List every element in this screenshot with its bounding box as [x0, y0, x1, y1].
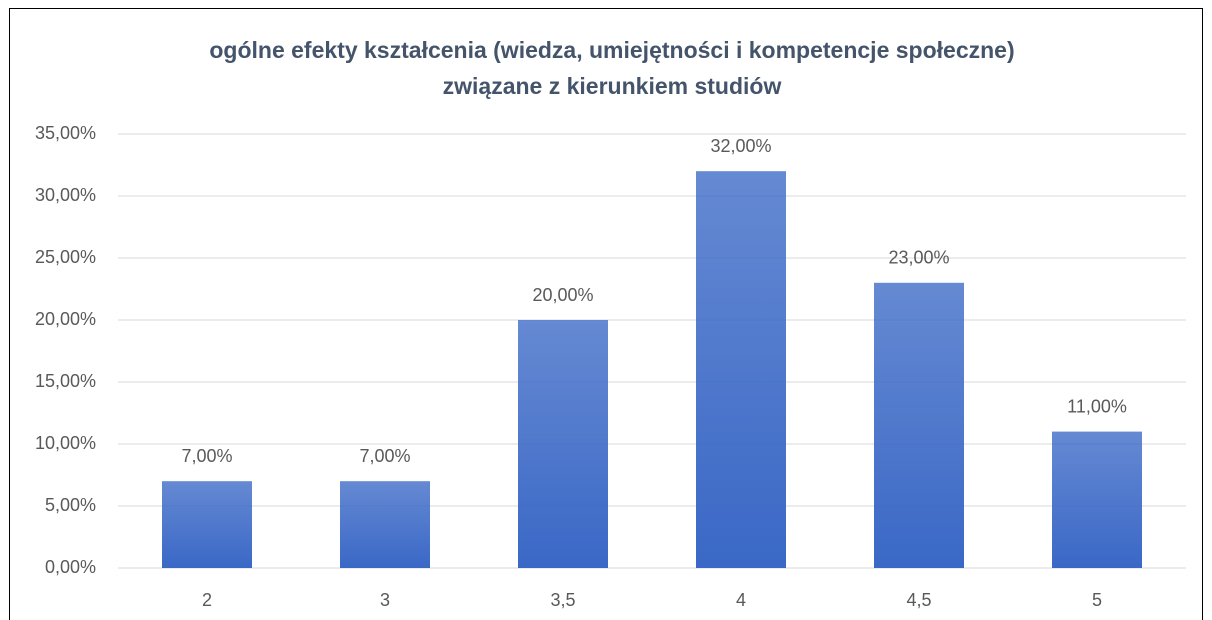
data-label: 11,00%: [1067, 396, 1127, 416]
data-label: 32,00%: [710, 136, 771, 156]
y-tick-label: 10,00%: [35, 433, 96, 453]
x-tick-label: 5: [1092, 590, 1102, 610]
x-tick-label: 4,5: [906, 590, 931, 610]
x-tick-label: 3: [380, 590, 390, 610]
y-tick-label: 15,00%: [35, 371, 96, 391]
x-tick-label: 3,5: [550, 590, 575, 610]
y-tick-label: 35,00%: [35, 123, 96, 143]
x-tick-label: 2: [202, 590, 212, 610]
y-tick-label: 25,00%: [35, 247, 96, 267]
bar: [518, 320, 608, 568]
data-label: 7,00%: [181, 446, 232, 466]
data-label: 20,00%: [532, 285, 593, 305]
y-tick-label: 30,00%: [35, 185, 96, 205]
chart-title: ogólne efekty kształcenia (wiedza, umiej…: [209, 37, 1014, 63]
x-tick-label: 4: [736, 590, 746, 610]
y-tick-label: 0,00%: [45, 557, 96, 577]
y-tick-label: 20,00%: [35, 309, 96, 329]
chart-title: związane z kierunkiem studiów: [443, 73, 782, 99]
data-label: 7,00%: [359, 446, 410, 466]
data-label: 23,00%: [888, 248, 949, 268]
bar: [1052, 431, 1142, 568]
y-tick-label: 5,00%: [45, 495, 96, 515]
bar: [696, 171, 786, 568]
bar: [340, 481, 430, 568]
bar: [162, 481, 252, 568]
bar: [874, 282, 964, 568]
